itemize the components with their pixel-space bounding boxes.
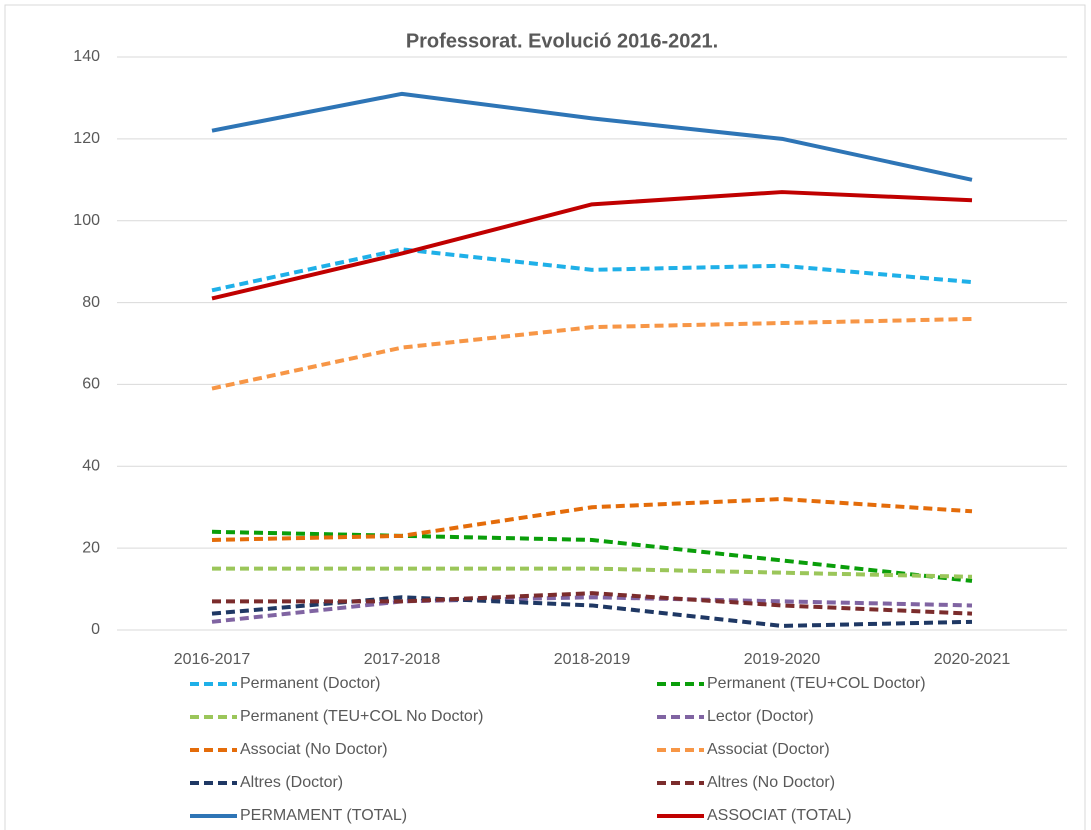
series-line <box>212 591 973 616</box>
series-line <box>211 497 973 542</box>
x-tick-label: 2020-2021 <box>934 651 1011 668</box>
legend-label: PERMAMENT (TOTAL) <box>240 807 407 824</box>
series-line <box>211 91 973 182</box>
legend-label: Lector (Doctor) <box>707 708 814 725</box>
series-line <box>211 529 973 583</box>
legend-label: Permanent (TEU+COL Doctor) <box>707 675 926 692</box>
y-tick-label: 60 <box>82 376 100 393</box>
series-line <box>211 595 973 624</box>
legend-label: Permanent (Doctor) <box>240 675 381 692</box>
y-tick-label: 20 <box>82 539 100 556</box>
y-tick-label: 40 <box>82 458 100 475</box>
legend-label: Permanent (TEU+COL No Doctor) <box>240 708 483 725</box>
y-tick-label: 100 <box>73 212 100 229</box>
x-tick-label: 2019-2020 <box>744 651 821 668</box>
series-line <box>211 316 973 391</box>
chart-title: Professorat. Evolució 2016-2021. <box>406 30 718 52</box>
y-tick-label: 0 <box>91 621 100 638</box>
chart-border <box>4 4 1086 830</box>
y-tick-label: 80 <box>82 294 100 311</box>
legend-label: Associat (No Doctor) <box>240 741 388 758</box>
y-tick-label: 120 <box>73 130 100 147</box>
legend-label: ASSOCIAT (TOTAL) <box>707 807 852 824</box>
legend-label: Altres (Doctor) <box>240 774 343 791</box>
series-line <box>211 247 973 293</box>
x-tick-label: 2017-2018 <box>364 651 441 668</box>
legend-label: Altres (No Doctor) <box>707 774 835 791</box>
x-tick-label: 2018-2019 <box>554 651 631 668</box>
y-tick-label: 140 <box>73 48 100 65</box>
series-line <box>211 190 973 301</box>
x-tick-label: 2016-2017 <box>174 651 251 668</box>
legend-label: Associat (Doctor) <box>707 741 830 758</box>
series-line <box>212 566 973 579</box>
